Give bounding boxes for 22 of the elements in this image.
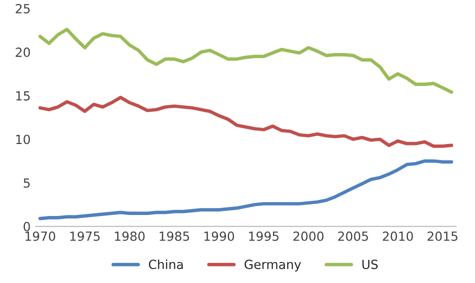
x-tick-label: 2015: [428, 231, 458, 241]
y-tick-label: 5: [24, 178, 30, 188]
line-series: [38, 96, 454, 148]
x-tick-label: 1995: [249, 231, 279, 241]
legend-label: Germany: [244, 260, 301, 272]
legend-label: US: [362, 260, 378, 270]
x-tick-label: 1975: [70, 231, 100, 241]
y-tick-label: 0: [24, 222, 30, 232]
y-tick-label: 25: [16, 4, 30, 14]
x-tick-label: 1980: [115, 231, 145, 241]
y-tick-label: 15: [16, 91, 30, 101]
x-tick-label: 1970: [26, 231, 56, 241]
x-tick-label: 2000: [293, 231, 324, 241]
line-series: [38, 159, 454, 220]
x-tick-label: 1985: [160, 231, 190, 241]
x-tick-label: 2010: [382, 231, 413, 241]
y-tick-label: 10: [16, 134, 30, 144]
x-tick-label: 1990: [204, 231, 234, 241]
x-tick-label: 2005: [338, 231, 368, 241]
y-tick-label: 20: [16, 48, 30, 57]
line-series: [38, 28, 454, 94]
legend-label: China: [148, 259, 183, 270]
